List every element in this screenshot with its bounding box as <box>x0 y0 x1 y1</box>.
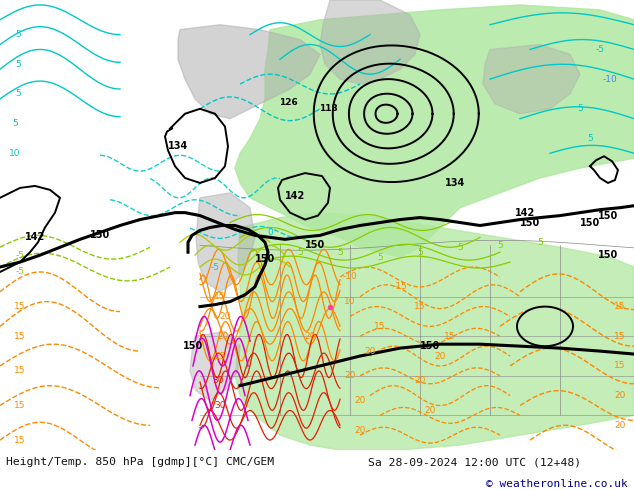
Text: 15: 15 <box>374 322 385 331</box>
Text: 10: 10 <box>10 149 21 158</box>
Text: 15: 15 <box>14 332 26 341</box>
Text: 5: 5 <box>337 248 343 257</box>
Text: 142: 142 <box>25 232 45 243</box>
Text: 142: 142 <box>285 191 305 201</box>
Text: 20: 20 <box>614 391 626 400</box>
Text: 15: 15 <box>14 436 26 444</box>
Text: 25: 25 <box>214 351 226 361</box>
Text: 20: 20 <box>354 396 366 405</box>
Text: 20: 20 <box>434 351 446 361</box>
Polygon shape <box>235 5 634 257</box>
Text: 5: 5 <box>537 238 543 247</box>
Text: 20: 20 <box>217 332 229 341</box>
Text: -5: -5 <box>595 45 604 54</box>
Text: 5: 5 <box>497 241 503 250</box>
Text: 15: 15 <box>414 302 426 311</box>
Text: 5: 5 <box>15 30 21 39</box>
Text: 150: 150 <box>420 341 440 351</box>
Text: 5: 5 <box>587 134 593 143</box>
Text: 150: 150 <box>598 250 618 260</box>
Text: 15: 15 <box>614 332 626 341</box>
Text: 5: 5 <box>417 248 423 257</box>
Text: 15: 15 <box>14 302 26 311</box>
Polygon shape <box>235 213 634 450</box>
Text: 150: 150 <box>520 218 540 227</box>
Text: 5: 5 <box>15 60 21 69</box>
Text: 15: 15 <box>614 362 626 370</box>
Text: 20: 20 <box>614 421 626 430</box>
Text: 15: 15 <box>14 367 26 375</box>
Text: 20: 20 <box>344 371 356 380</box>
Text: 30: 30 <box>212 376 224 385</box>
Text: 5: 5 <box>15 90 21 98</box>
Polygon shape <box>483 45 580 114</box>
Text: © weatheronline.co.uk: © weatheronline.co.uk <box>486 479 628 489</box>
Text: 118: 118 <box>320 103 338 113</box>
Text: 142: 142 <box>515 208 535 218</box>
Text: -10: -10 <box>342 272 358 281</box>
Text: 5: 5 <box>577 104 583 113</box>
Text: 10: 10 <box>344 297 356 306</box>
Text: -10: -10 <box>603 74 618 84</box>
Text: 15: 15 <box>14 401 26 410</box>
Text: 134: 134 <box>168 142 188 151</box>
Polygon shape <box>178 24 320 119</box>
Text: 15: 15 <box>444 332 456 341</box>
Text: 0: 0 <box>267 228 273 237</box>
Text: 150: 150 <box>255 254 275 264</box>
Text: 20: 20 <box>414 376 425 385</box>
Text: 20: 20 <box>304 332 316 341</box>
Text: 20: 20 <box>365 346 376 356</box>
Text: -5: -5 <box>210 263 219 271</box>
Text: -5: -5 <box>15 251 25 260</box>
Text: 15: 15 <box>614 302 626 311</box>
Text: 20: 20 <box>424 406 436 415</box>
Text: 20: 20 <box>354 426 366 435</box>
Text: 5: 5 <box>377 253 383 262</box>
Text: 150: 150 <box>598 211 618 220</box>
Text: 5: 5 <box>297 248 303 257</box>
Text: 150: 150 <box>580 218 600 227</box>
Text: -15: -15 <box>392 282 408 292</box>
Text: 15: 15 <box>214 292 226 301</box>
Text: 150: 150 <box>183 341 203 351</box>
Text: 126: 126 <box>279 98 297 107</box>
Polygon shape <box>190 331 240 400</box>
Text: 30: 30 <box>214 401 226 410</box>
Text: Height/Temp. 850 hPa [gdmp][°C] CMC/GEM: Height/Temp. 850 hPa [gdmp][°C] CMC/GEM <box>6 457 275 467</box>
Text: 150: 150 <box>305 240 325 250</box>
Text: 5: 5 <box>12 119 18 128</box>
Text: 134: 134 <box>445 178 465 188</box>
Text: 150: 150 <box>90 230 110 241</box>
Text: Sa 28-09-2024 12:00 UTC (12+48): Sa 28-09-2024 12:00 UTC (12+48) <box>368 457 581 467</box>
Text: -5: -5 <box>15 268 25 276</box>
Text: 20: 20 <box>219 312 231 321</box>
Text: 5: 5 <box>457 243 463 252</box>
Polygon shape <box>196 193 255 292</box>
Polygon shape <box>320 0 420 84</box>
